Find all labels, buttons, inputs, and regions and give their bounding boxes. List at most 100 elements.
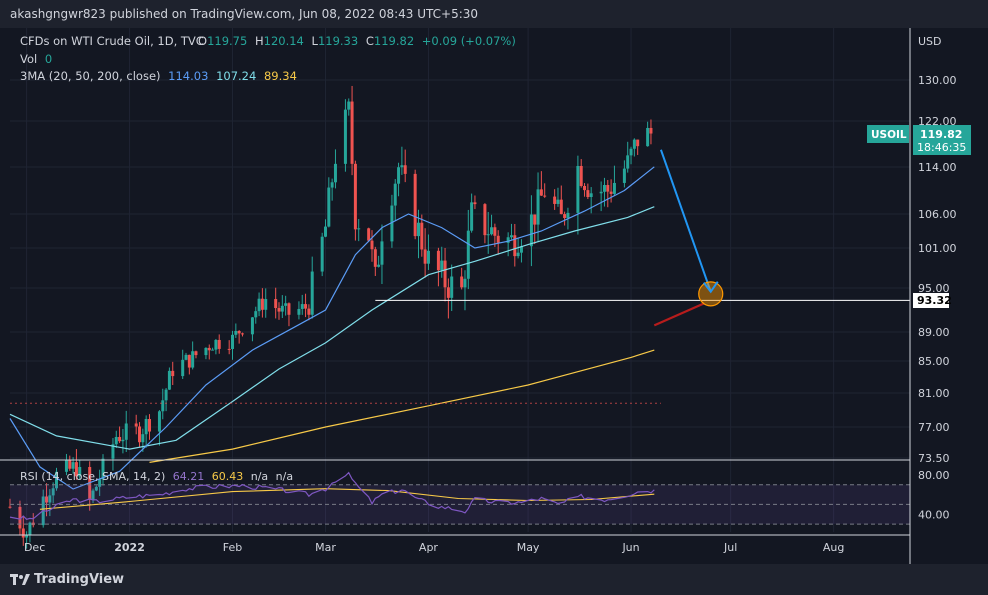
candle-body [536, 189, 540, 225]
x-tick-label: Jun [621, 541, 639, 554]
annotations[interactable] [375, 149, 910, 327]
candle-body [506, 237, 510, 243]
ma20-value: 114.03 [168, 69, 208, 83]
candle-body [118, 436, 122, 442]
level-price-tag[interactable]: 93.32 [913, 293, 952, 308]
candle-body [516, 252, 520, 257]
candle-body [171, 370, 175, 377]
candle-body [260, 298, 264, 310]
candle-body [280, 305, 284, 312]
tag-level: 93.32 [917, 294, 952, 307]
candle-body [470, 202, 474, 231]
candle-body [51, 488, 55, 496]
y-tick-label: 81.00 [918, 387, 950, 400]
candle-body [626, 155, 630, 169]
candle-body [207, 347, 211, 351]
candle-body [264, 299, 268, 310]
currency-label: USD [918, 35, 942, 48]
ohlc-change: +0.09 (+0.07%) [422, 34, 516, 48]
candle-body [563, 214, 567, 218]
ma200-line [149, 349, 655, 463]
candle-body [28, 522, 32, 536]
rsi-pane: 80.00 40.00 [9, 469, 950, 525]
candle-body [649, 127, 653, 134]
candle-body [436, 250, 440, 271]
candle-body [304, 304, 308, 309]
ma50-value: 107.24 [216, 69, 256, 83]
tradingview-logo-icon[interactable] [10, 574, 30, 586]
candle-body [403, 165, 407, 174]
brand-name[interactable]: TradingView [34, 572, 125, 587]
candle-body [426, 250, 430, 264]
rsi-value: 64.21 [173, 470, 205, 483]
price-chart[interactable]: 80.00 40.00 130.00 122.00 114.00 106.00 101.0… [0, 28, 988, 564]
candle-body [490, 227, 494, 235]
rsi-tick-label: 80.00 [918, 469, 950, 482]
ohlc-open-key: O [198, 34, 207, 48]
candle-body [147, 419, 151, 432]
candle-body [486, 234, 490, 236]
y-tick-label: 95.00 [918, 282, 950, 295]
candle-body [297, 308, 301, 315]
candle-body [88, 467, 92, 500]
legend-ma: 3MA (20, 50, 200, close) 114.03 107.24 8… [20, 69, 297, 83]
candle-body [138, 426, 142, 443]
y-tick-label: 85.00 [918, 355, 950, 368]
x-tick-label: Feb [223, 541, 242, 554]
blue-arrowhead [702, 281, 719, 294]
candle-body [353, 163, 357, 230]
candle-body [483, 204, 487, 236]
ohlc-high-key: H [255, 34, 264, 48]
x-tick-label: 2022 [114, 541, 145, 554]
publish-bar: akashgngwr823 published on TradingView.c… [0, 0, 988, 28]
candle-body [450, 276, 454, 298]
candle-body [121, 439, 125, 442]
candle-body [21, 528, 25, 538]
candle-body [367, 228, 371, 241]
candle-body [101, 458, 105, 480]
candle-body [583, 185, 587, 191]
candle-body [400, 165, 404, 168]
candle-body [25, 535, 29, 538]
candle-body [350, 101, 354, 164]
candle-body [443, 260, 447, 288]
candle-body [237, 330, 241, 334]
y-tick-label: 122.00 [918, 115, 957, 128]
candle-body [330, 182, 334, 188]
candle-body [423, 249, 427, 264]
candle-body [204, 347, 208, 356]
candle-body [460, 276, 464, 288]
candle-body [519, 246, 523, 253]
candle-body [420, 222, 424, 250]
candle-body [254, 311, 258, 318]
candle-body [599, 191, 603, 194]
candle-body [211, 349, 215, 351]
last-price-tag[interactable]: USOIL 119.82 18:46:35 [867, 125, 971, 155]
legend-ohlc: O119.75 H120.14 L119.33 C119.82 +0.09 (+… [198, 34, 516, 48]
candle-body [586, 190, 590, 198]
candle-body [48, 495, 52, 503]
candle-body [184, 354, 188, 360]
moving-averages [9, 166, 661, 490]
vol-value: 0 [45, 52, 52, 66]
candle-body [380, 241, 384, 265]
y-tick-label: 89.00 [918, 326, 950, 339]
axes: 130.00 122.00 114.00 106.00 101.00 95.00 89.00… [0, 28, 957, 564]
candle-body [187, 354, 191, 368]
rsi-na-2: n/a [276, 470, 293, 483]
x-tick-label: Apr [419, 541, 439, 554]
candles [8, 85, 653, 549]
blue-projection-arrow [659, 149, 712, 292]
ohlc-high: 120.14 [264, 34, 304, 48]
candle-body [416, 222, 420, 237]
footer: TradingView [0, 564, 988, 595]
legend-symbol: CFDs on WTI Crude Oil, 1D, TVC [20, 34, 204, 48]
x-tick-label: Aug [823, 541, 844, 554]
ohlc-close-key: C [366, 34, 374, 48]
candle-body [466, 230, 470, 279]
ma200-value: 89.34 [264, 69, 297, 83]
candle-body [310, 271, 314, 315]
vol-label: Vol [20, 52, 37, 66]
candle-body [509, 235, 513, 238]
candle-body [114, 436, 118, 445]
